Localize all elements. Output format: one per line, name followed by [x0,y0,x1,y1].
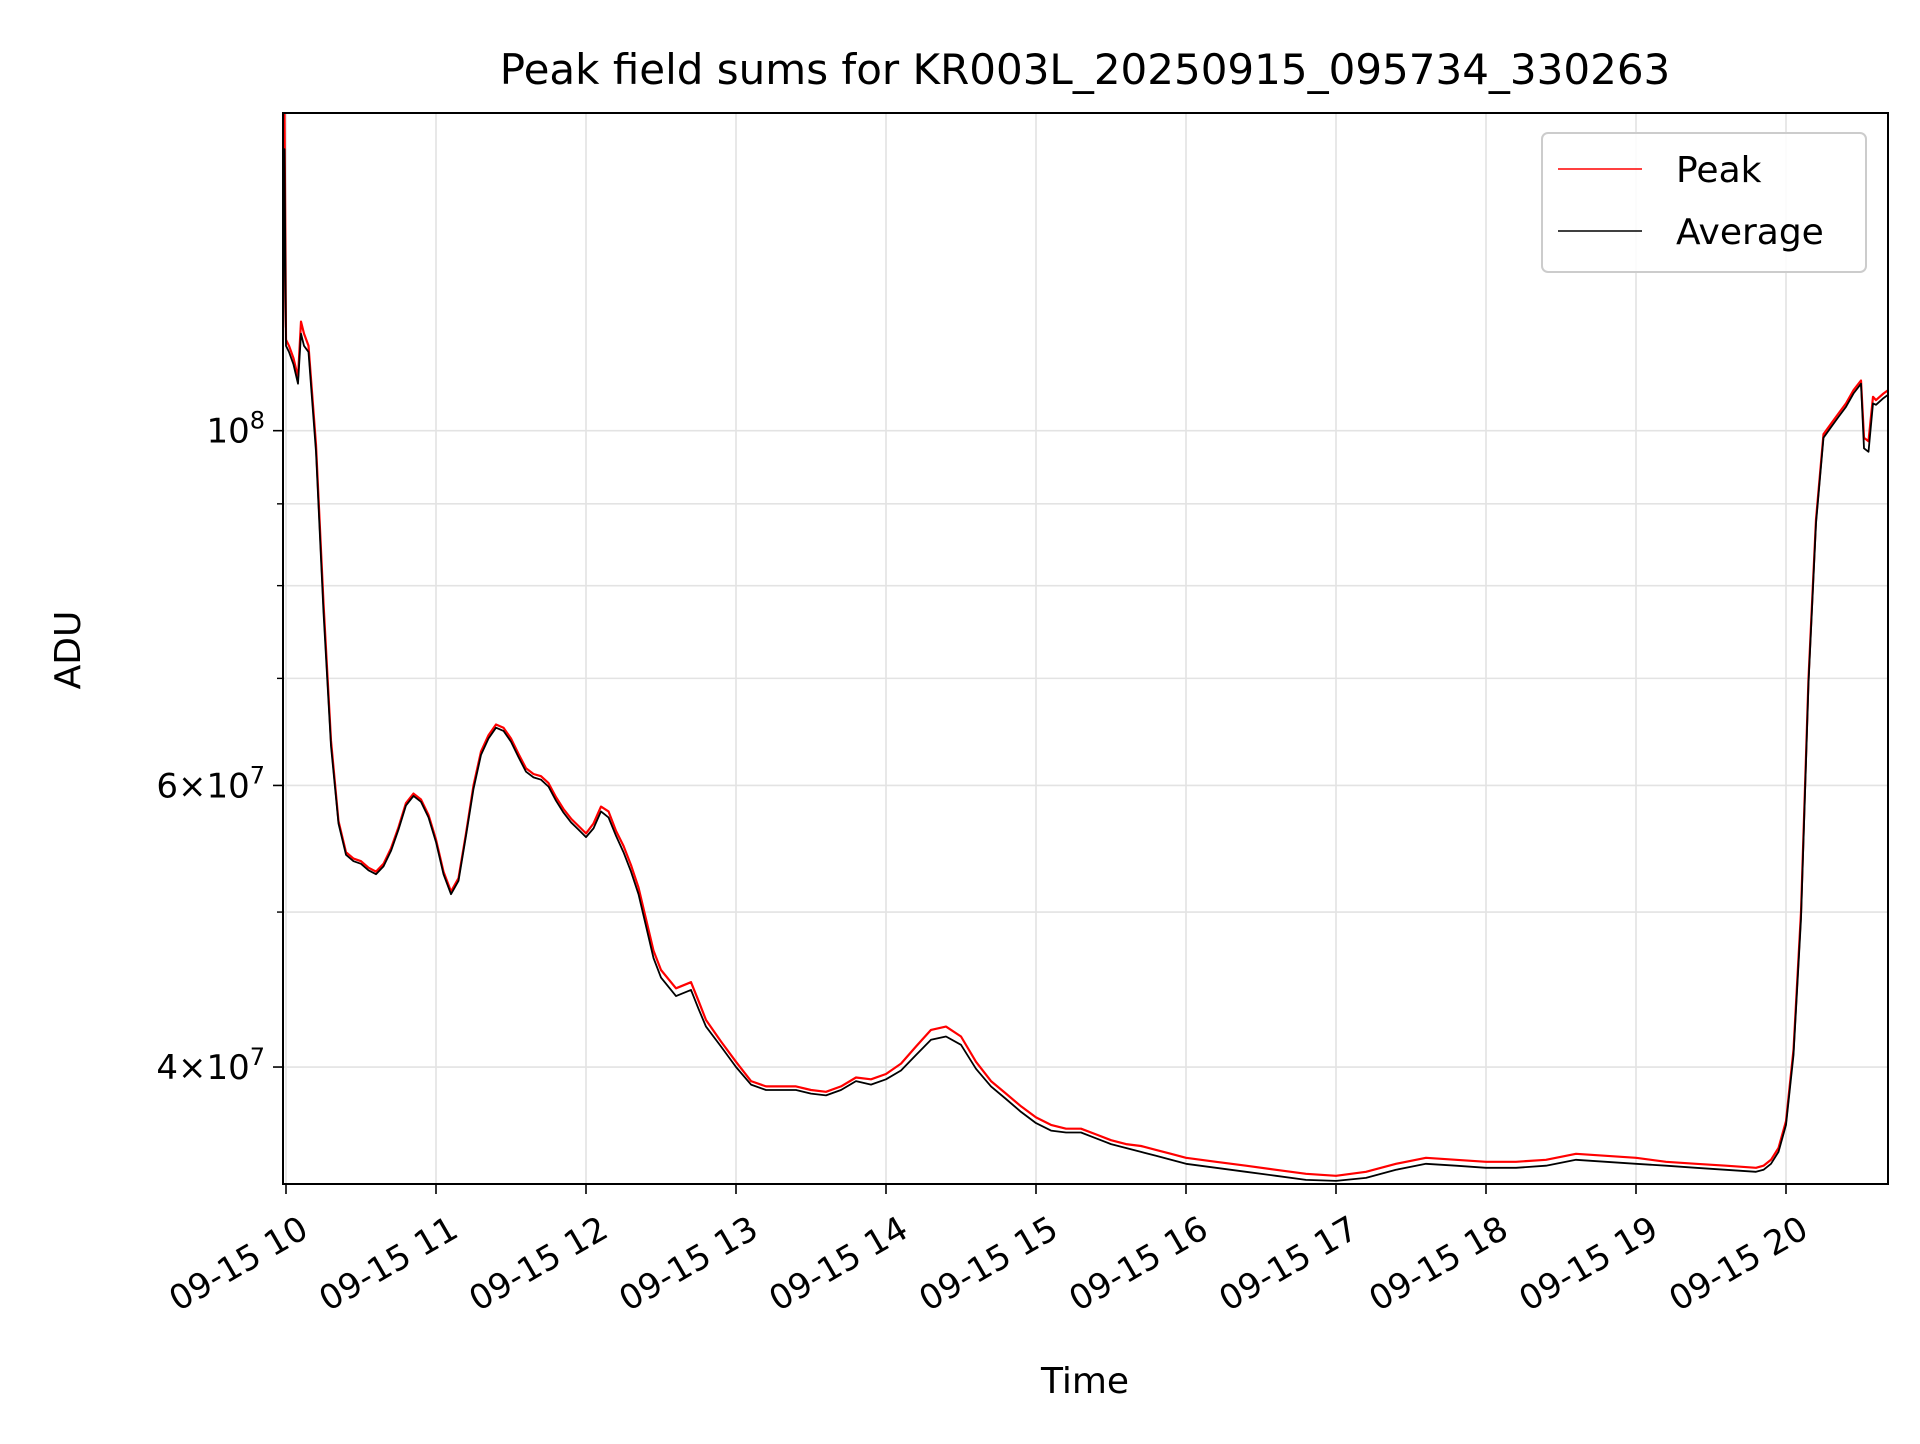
y-tick-label: 4×107 [156,1043,265,1088]
legend-label-peak: Peak [1676,150,1762,191]
plot-frame [282,112,1889,1185]
chart-title: Peak field sums for KR003L_20250915_0957… [500,45,1671,94]
grid [283,113,1888,1184]
y-tick-label: 6×107 [156,761,265,806]
series-line-average [283,148,1888,1182]
series-line-peak [283,113,1888,1177]
legend: Peak Average [1541,132,1867,273]
series-layer [283,113,1888,1182]
y-tick-label: 108 [206,407,265,452]
legend-label-average: Average [1676,212,1824,253]
x-axis-label: Time [1040,1361,1129,1402]
y-axis-label: ADU [48,611,89,690]
legend-box [1541,132,1867,273]
y-axis-ticks: 4×107 6×107 108 [156,407,283,1088]
